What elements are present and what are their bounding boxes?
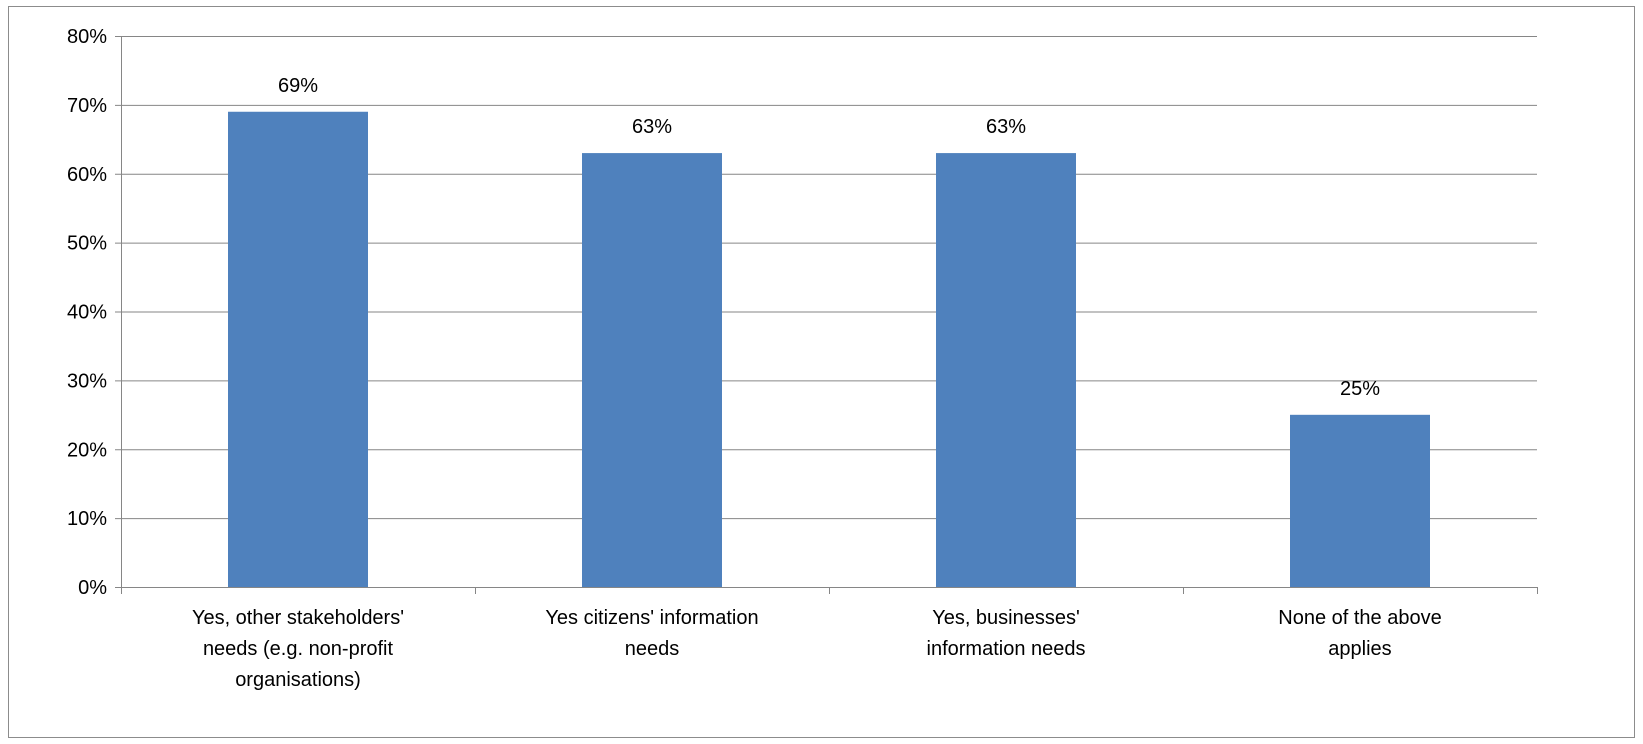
bar-data-label: 25%	[1340, 378, 1380, 400]
y-axis-tick-label: 10%	[67, 508, 107, 530]
category-label-line: applies	[1328, 638, 1391, 660]
y-axis-tick-label: 40%	[67, 302, 107, 324]
bar	[1290, 414, 1430, 587]
y-axis-tick-label: 50%	[67, 233, 107, 255]
y-axis-tick-label: 20%	[67, 439, 107, 461]
bar	[228, 111, 368, 587]
category-label-line: needs (e.g. non-profit	[203, 638, 394, 660]
category-label-line: Yes, other stakeholders'	[192, 607, 404, 629]
category-label-line: Yes citizens' information	[545, 607, 758, 629]
bar	[582, 153, 722, 587]
y-axis-tick-label: 60%	[67, 164, 107, 186]
category-label-line: Yes, businesses'	[932, 607, 1080, 629]
y-axis-tick-label: 70%	[67, 95, 107, 117]
category-labels: Yes, other stakeholders' needs (e.g. non-…	[192, 607, 1442, 691]
bar-data-label: 63%	[632, 116, 672, 138]
category-label-line: information needs	[927, 638, 1086, 660]
y-axis-tick-label: 30%	[67, 370, 107, 392]
y-axis-tick-label: 0%	[78, 577, 107, 599]
x-axis-category-label: Yes citizens' information needs	[545, 607, 758, 660]
axes	[115, 36, 1538, 594]
category-label-line: needs	[625, 638, 680, 660]
bar-data-label: 63%	[986, 116, 1026, 138]
x-axis-category-label: None of the above applies	[1278, 607, 1441, 660]
bars	[228, 111, 1430, 587]
bar-data-label: 69%	[278, 75, 318, 97]
bar	[936, 153, 1076, 587]
y-axis-tick-label: 80%	[67, 26, 107, 48]
bar-chart: 0%10%20%30%40%50%60%70%80% 69%63% 63%25% …	[67, 26, 1538, 691]
data-labels: 69% 63% 63% 25%	[278, 75, 1380, 400]
x-axis-category-label: Yes, other stakeholders' needs (e.g. non-…	[192, 607, 404, 691]
category-label-line: None of the above	[1278, 607, 1441, 629]
x-axis-category-label: Yes, businesses' information needs	[927, 607, 1086, 660]
category-label-line: organisations)	[235, 669, 361, 691]
chart-frame: 0% 10% 20% 30% 40% 50% 60% 70% 80% 69% 63% 63% 25% …	[8, 6, 1635, 738]
y-axis-tick-labels: 0% 10% 20% 30% 40% 50% 60% 70% 80%	[67, 26, 107, 599]
